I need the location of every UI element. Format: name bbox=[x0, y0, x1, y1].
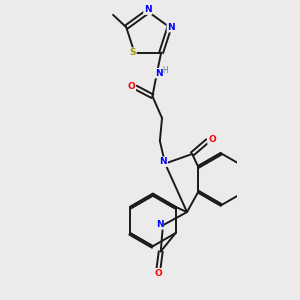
Text: N: N bbox=[167, 22, 175, 32]
Text: N: N bbox=[155, 69, 162, 78]
Text: N: N bbox=[160, 157, 167, 166]
Text: O: O bbox=[128, 82, 135, 91]
Text: N: N bbox=[144, 5, 152, 14]
Text: H: H bbox=[163, 66, 168, 75]
Text: O: O bbox=[208, 135, 216, 144]
Text: S: S bbox=[130, 48, 136, 57]
Text: O: O bbox=[155, 269, 162, 278]
Text: N: N bbox=[156, 220, 163, 229]
